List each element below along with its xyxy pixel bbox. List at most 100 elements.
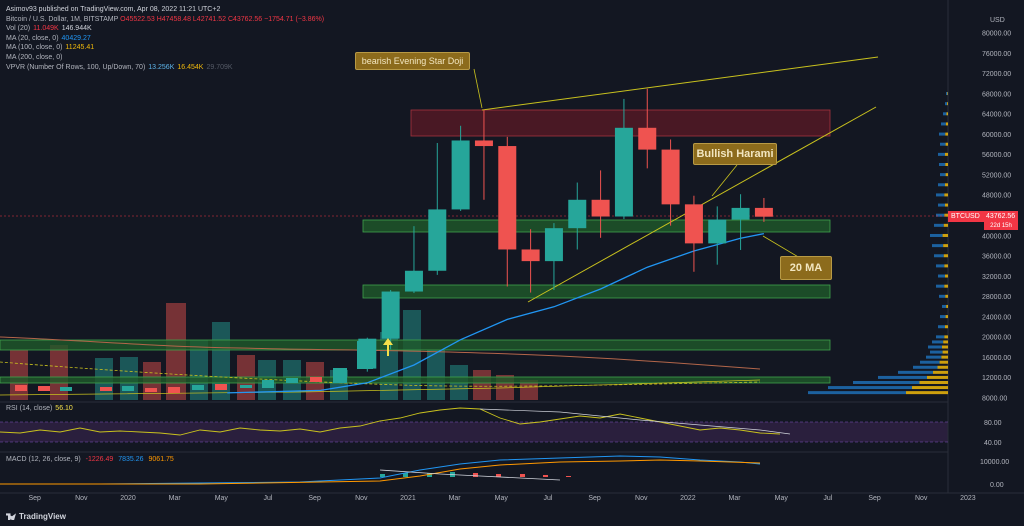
support-zone-18k <box>0 339 831 351</box>
vpvr-bar-up <box>946 92 948 96</box>
vpvr-bar-down <box>945 203 948 207</box>
time-tick: Mar <box>169 495 182 502</box>
vpvr-bar-up <box>936 335 945 339</box>
macd-value-signal: 9061.75 <box>148 456 174 463</box>
legend-label: MA (20, close, 0) <box>6 34 59 42</box>
volume-bar <box>403 310 421 400</box>
time-tick: Jul <box>543 495 552 502</box>
candle <box>262 380 274 388</box>
time-tick: May <box>215 495 229 502</box>
price-tick: 48000.00 <box>982 193 1011 200</box>
candle <box>15 385 27 391</box>
legend-row: MA (200, close, 0) <box>6 53 324 63</box>
vpvr-bar-up <box>940 142 946 146</box>
vpvr-bar-down <box>944 193 948 197</box>
time-tick: 2020 <box>120 495 136 502</box>
price-tick: 20000.00 <box>982 335 1011 342</box>
tradingview-logo[interactable]: TradingView <box>6 512 66 521</box>
vpvr-bar-up <box>945 102 948 106</box>
rsi-tick: 80.00 <box>984 420 1002 427</box>
rsi-label: RSI (14, close) <box>6 405 53 412</box>
volume-bar <box>166 303 186 400</box>
bar-countdown: 22d 15h <box>984 222 1018 230</box>
rsi-line <box>0 407 781 436</box>
vpvr-bar-up <box>936 284 945 288</box>
time-tick: 2022 <box>680 495 696 502</box>
volume-profile <box>808 92 948 395</box>
support-zone-12k <box>0 376 831 384</box>
vpvr-bar-down <box>946 112 948 116</box>
time-tick: May <box>775 495 789 502</box>
legend-label: VPVR (Number Of Rows, 100, Up/Down, 70) <box>6 63 146 71</box>
vpvr-bar-up <box>932 244 944 248</box>
vpvr-bar-up <box>940 315 946 319</box>
candle <box>286 378 298 383</box>
legend-value: 16.454K <box>177 63 204 71</box>
vpvr-bar-up <box>939 294 946 298</box>
vpvr-bar-down <box>945 183 948 187</box>
volume-bar <box>10 350 28 400</box>
candle-body <box>754 207 773 217</box>
vpvr-bar-down <box>947 102 948 106</box>
vpvr-bar-down <box>939 360 948 364</box>
time-tick: Jul <box>264 495 273 502</box>
time-tick: Mar <box>729 495 742 502</box>
time-tick: 2023 <box>960 495 976 502</box>
time-axis[interactable]: Sep Nov 2020 Mar May Jul Sep Nov 2021 Mar May Jul Se… <box>28 495 975 502</box>
vpvr-bar-down <box>941 355 948 359</box>
price-tick: 56000.00 <box>982 152 1011 159</box>
volume-bar <box>473 370 491 400</box>
candle-body <box>358 338 377 369</box>
candle-body <box>708 219 727 244</box>
macd-legend: MACD (12, 26, close, 9) -1226.49 7835.26… <box>6 456 174 463</box>
tradingview-logo-icon <box>6 513 16 521</box>
rsi-ma-line <box>479 408 791 435</box>
legend-row: MA (20, close, 0) 40429.27 <box>6 34 324 44</box>
vpvr-bar-up <box>934 223 944 227</box>
vpvr-bar-up <box>932 340 944 344</box>
time-tick: Nov <box>355 495 368 502</box>
vpvr-bar-down <box>943 254 948 258</box>
candle <box>122 386 134 391</box>
legend-value: 11245.41 <box>65 44 95 52</box>
legend-row: VPVR (Number Of Rows, 100, Up/Down, 70) 1… <box>6 63 324 73</box>
harami-callout: Bullish Harami <box>693 143 777 165</box>
vpvr-bar-down <box>927 375 948 379</box>
vpvr-bar-down <box>919 380 948 384</box>
harami-pointer <box>711 164 738 197</box>
chart-legend: Asimov93 published on TradingView.com, A… <box>6 5 324 72</box>
time-tick: May <box>495 495 509 502</box>
ohlc-values: O45522.53 H47458.48 L42741.52 C43762.56 … <box>120 15 325 23</box>
vpvr-bar-up <box>928 345 942 349</box>
price-axis[interactable]: 80000.00 76000.00 72000.00 68000.00 64000.00… <box>982 31 1011 403</box>
vpvr-bar-up <box>878 375 927 379</box>
vpvr-bar-up <box>943 112 947 116</box>
published-line: Asimov93 published on TradingView.com, A… <box>6 6 221 13</box>
candle-body <box>498 146 517 250</box>
volume-bar <box>520 380 538 400</box>
symbol-line: Bitcoin / U.S. Dollar, 1M, BITSTAMP O455… <box>6 15 324 25</box>
price-tick: 16000.00 <box>982 355 1011 362</box>
vpvr-bar-down <box>945 173 948 177</box>
evening-star-callout: bearish Evening Star Doji <box>355 52 470 70</box>
vpvr-bar-down <box>906 391 948 395</box>
time-tick: Nov <box>75 495 88 502</box>
vpvr-bar-up <box>936 264 945 268</box>
upper-trendline <box>481 56 879 111</box>
candle <box>240 385 252 388</box>
time-tick: Sep <box>868 495 881 502</box>
candle-body <box>661 149 680 205</box>
vpvr-bar-down <box>942 233 948 237</box>
current-price-tag: BTCUSD <box>948 211 988 222</box>
volume-bar <box>50 345 68 400</box>
vpvr-bar-up <box>938 325 945 329</box>
legend-value: 146.944K <box>61 25 92 33</box>
symbol-name: Bitcoin / U.S. Dollar, 1M, BITSTAMP <box>6 15 119 23</box>
candle <box>168 387 180 393</box>
candle-body <box>404 270 423 292</box>
candle <box>60 387 72 391</box>
rsi-legend: RSI (14, close) 56.10 <box>6 405 73 412</box>
legend-value: 13.256K <box>148 63 175 71</box>
